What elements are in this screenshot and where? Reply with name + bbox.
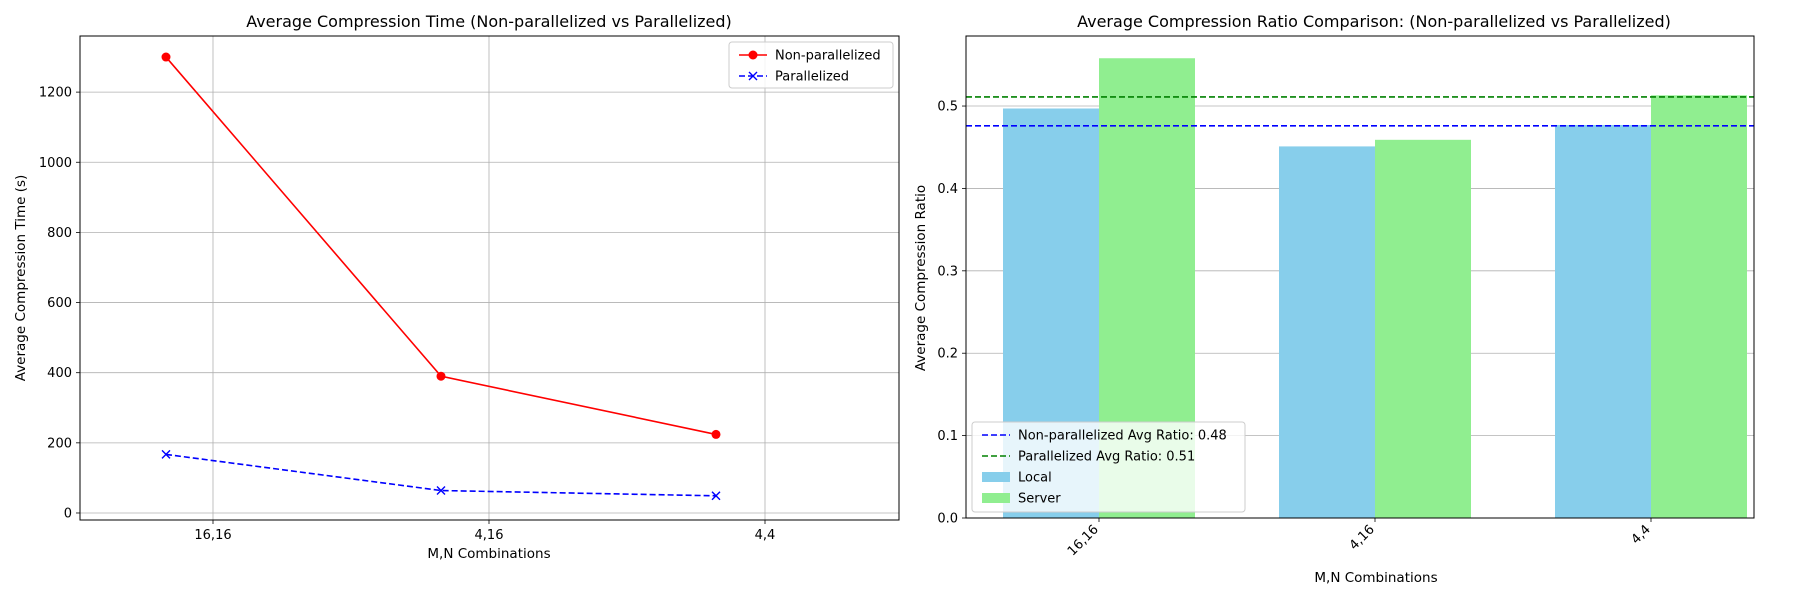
y-tick-label: 200 [47,436,72,451]
ratio-chart-title: Average Compression Ratio Comparison: (N… [1077,12,1671,31]
time-chart-title: Average Compression Time (Non-paralleliz… [246,12,732,31]
bar-local [1279,146,1375,518]
time-chart-x-label: M,N Combinations [427,546,550,562]
bar-local [1555,124,1651,518]
legend-label: Server [1018,492,1061,507]
x-tick-label: 4,16 [1347,522,1378,553]
x-tick-label: 16,16 [194,528,231,543]
time-chart: Average Compression Time (Non-paralleliz… [13,12,900,562]
time-chart-ticks: 0 200 400 600 800 1000 1200 16,16 4,16 4,4 [39,86,775,543]
legend-label: Parallelized Avg Ratio: 0.51 [1018,450,1195,465]
x-tick-label: 4,4 [755,528,776,543]
legend-label: Non-parallelized Avg Ratio: 0.48 [1018,429,1227,444]
y-tick-label: 1000 [39,156,72,171]
data-point [711,491,721,501]
y-tick-label: 1200 [39,86,72,101]
time-chart-grid [80,36,899,520]
legend-swatch [982,472,1010,482]
legend-marker [748,71,758,81]
y-tick-label: 0.1 [937,429,958,444]
legend-marker [748,50,758,60]
data-point [711,429,721,439]
ratio-chart-frame [965,35,1755,519]
legend-swatch [982,493,1010,503]
ratio-chart-x-label: M,N Combinations [1314,570,1437,586]
data-point [161,449,171,459]
y-tick-label: 0.4 [937,182,958,197]
time-chart-y-label: Average Compression Time (s) [13,175,29,382]
legend-label: Local [1018,471,1052,486]
y-tick-label: 800 [47,226,72,241]
y-tick-label: 0.2 [937,347,958,362]
series-line-2 [165,453,717,497]
y-tick-label: 600 [47,296,72,311]
x-tick-label: 4,4 [1629,522,1654,547]
time-chart-marks [161,52,721,501]
ratio-chart: Average Compression Ratio Comparison: (N… [913,12,1755,586]
time-chart-legend: Non-parallelized Parallelized [728,41,894,89]
time-chart-frame [79,35,900,521]
bar-server [1375,139,1471,519]
legend-label: Non-parallelized [775,49,881,64]
legend-label: Parallelized [775,70,849,85]
y-tick-label: 0.0 [937,512,958,527]
data-point [161,52,171,62]
ratio-chart-legend: Non-parallelized Avg Ratio: 0.48 Parallel… [971,421,1246,513]
bar-server [1651,95,1747,519]
legend-box [971,421,1246,513]
ratio-chart-y-label: Average Compression Ratio [913,185,929,371]
data-point [436,486,446,496]
x-tick-label: 4,16 [475,528,504,543]
y-tick-label: 0 [64,506,72,521]
legend-box [728,41,894,89]
y-tick-label: 400 [47,366,72,381]
x-tick-label: 16,16 [1065,522,1102,559]
y-tick-label: 0.5 [937,100,958,115]
data-point [436,371,446,381]
y-tick-label: 0.3 [937,264,958,279]
